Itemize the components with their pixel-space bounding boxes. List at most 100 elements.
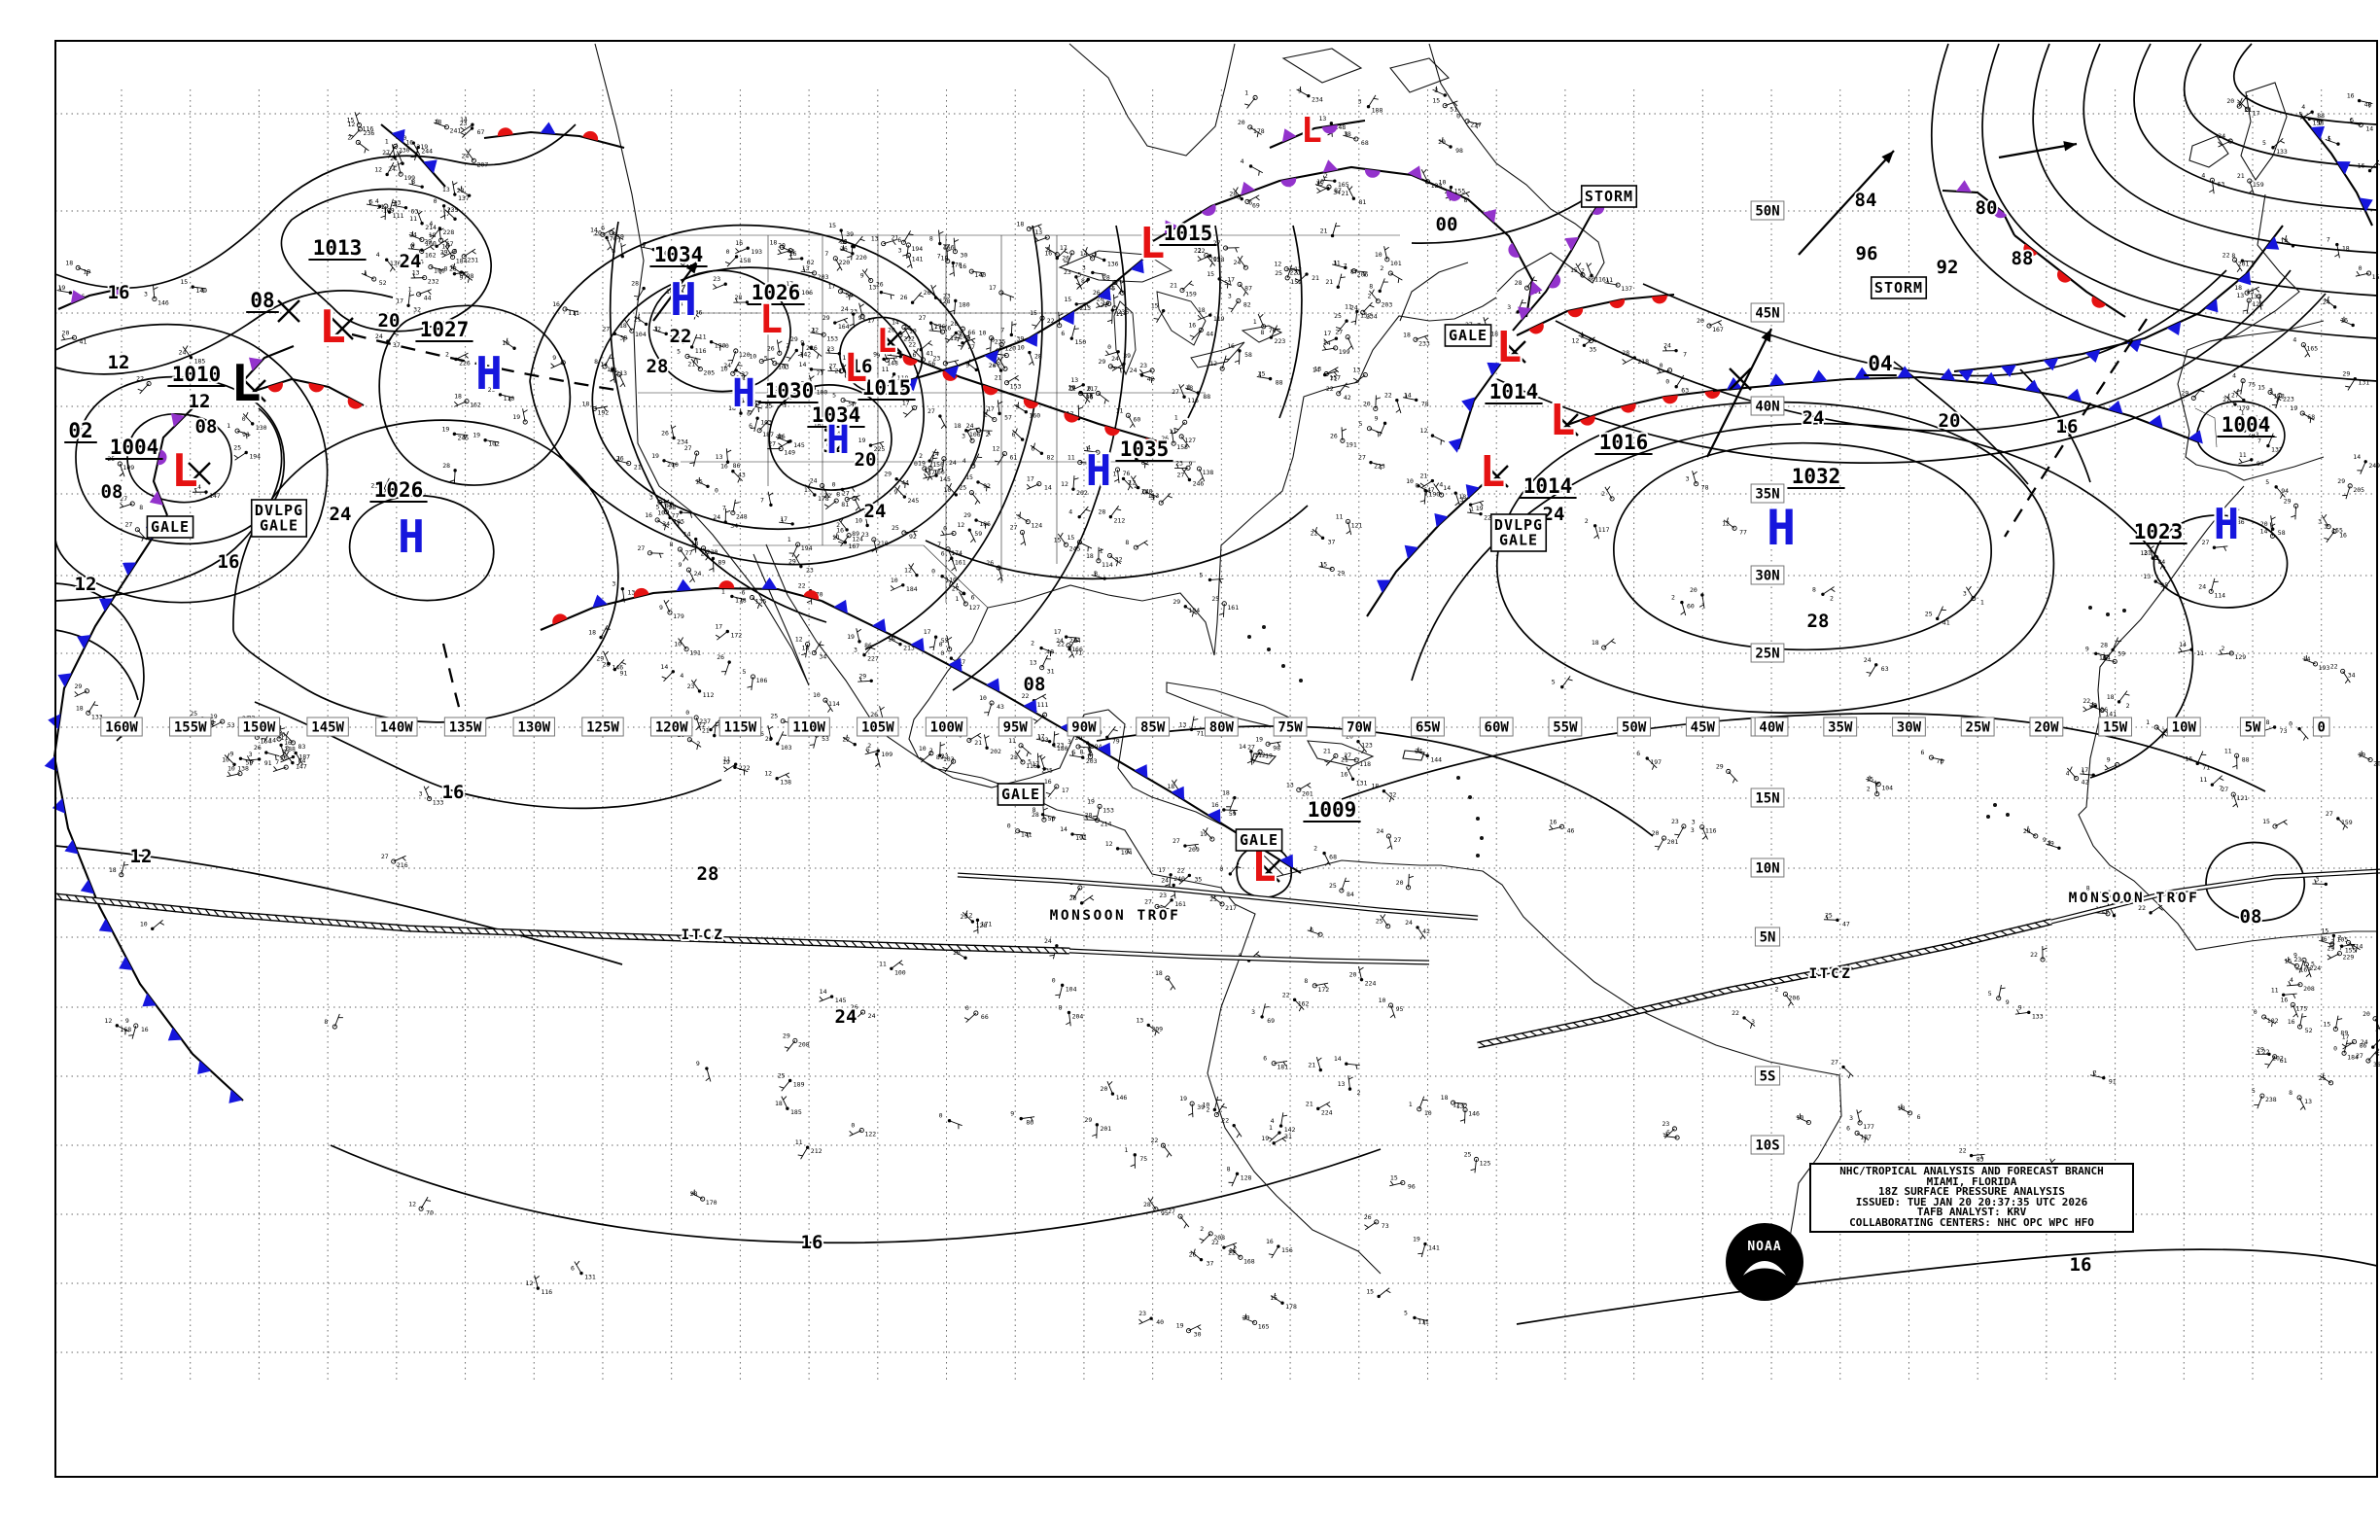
svg-text:20: 20 <box>2226 97 2234 105</box>
svg-text:206: 206 <box>1357 271 1369 279</box>
svg-text:174: 174 <box>951 549 962 557</box>
cold-front-triangle <box>2204 298 2219 313</box>
svg-text:6: 6 <box>897 236 901 244</box>
svg-text:234: 234 <box>1366 312 1378 320</box>
svg-text:22: 22 <box>1047 317 1055 325</box>
svg-text:102: 102 <box>2267 1017 2279 1025</box>
svg-text:111: 111 <box>393 212 404 220</box>
svg-text:24: 24 <box>1161 876 1169 884</box>
cold-front-triangle <box>77 635 91 649</box>
svg-text:6: 6 <box>747 409 751 417</box>
svg-text:155: 155 <box>2331 527 2343 535</box>
svg-text:42: 42 <box>1422 928 1430 935</box>
warm-front-semicircle <box>633 587 649 598</box>
cold-front-triangle <box>1564 236 1579 251</box>
svg-text:35: 35 <box>2160 581 2168 589</box>
svg-text:12: 12 <box>795 636 803 644</box>
svg-text:186: 186 <box>979 520 991 528</box>
warm-front-semicircle <box>1609 298 1626 309</box>
annotations-layer <box>188 141 2078 883</box>
svg-text:162: 162 <box>1298 999 1310 1007</box>
isobars-layer <box>54 43 2378 1325</box>
pressure-value-label: 1004 <box>110 436 159 459</box>
svg-text:13: 13 <box>1352 367 1360 374</box>
isobar-value-label: 28 <box>1807 611 1830 632</box>
svg-text:13: 13 <box>1179 720 1187 728</box>
svg-text:25: 25 <box>1825 911 1833 919</box>
latitude-label: 25N <box>1755 647 1779 662</box>
svg-text:24: 24 <box>1405 919 1413 927</box>
svg-text:17: 17 <box>396 297 403 304</box>
cold-front-triangle <box>676 578 692 592</box>
svg-text:18: 18 <box>1155 969 1163 977</box>
svg-text:6: 6 <box>941 549 945 557</box>
svg-text:24: 24 <box>949 459 957 467</box>
isobar-line <box>2032 43 2378 297</box>
svg-text:22: 22 <box>1959 1147 1967 1155</box>
svg-text:18: 18 <box>775 1100 783 1107</box>
svg-text:179: 179 <box>928 469 939 476</box>
svg-text:77: 77 <box>684 549 692 557</box>
svg-text:4: 4 <box>1271 1117 1275 1125</box>
svg-text:18: 18 <box>1441 1094 1449 1102</box>
svg-text:2: 2 <box>2221 645 2224 652</box>
lake-outline <box>1190 341 1245 368</box>
warm-front-semicircle <box>2023 243 2038 257</box>
svg-text:2: 2 <box>986 431 990 438</box>
svg-text:29: 29 <box>993 360 1000 368</box>
svg-text:217: 217 <box>1086 385 1098 393</box>
svg-text:162: 162 <box>425 252 437 260</box>
cold-front-triangle <box>2264 236 2280 250</box>
svg-text:0: 0 <box>2289 720 2292 728</box>
svg-text:87: 87 <box>1244 284 1252 292</box>
svg-text:228: 228 <box>443 228 455 236</box>
svg-text:124: 124 <box>1031 522 1042 530</box>
svg-text:6: 6 <box>1263 1055 1267 1063</box>
svg-text:26: 26 <box>1330 432 1338 439</box>
isobar-line <box>54 323 329 604</box>
svg-text:0: 0 <box>939 1112 943 1120</box>
svg-text:35: 35 <box>1194 875 1202 883</box>
svg-text:12: 12 <box>1294 265 1302 273</box>
svg-text:194: 194 <box>801 544 813 552</box>
svg-text:9: 9 <box>2107 756 2111 764</box>
svg-text:8: 8 <box>453 248 457 256</box>
svg-text:13: 13 <box>802 264 810 272</box>
svg-text:20: 20 <box>1349 971 1357 979</box>
svg-text:158: 158 <box>740 257 752 264</box>
svg-text:7: 7 <box>643 241 647 249</box>
svg-text:24: 24 <box>179 349 187 357</box>
svg-text:23: 23 <box>713 275 720 283</box>
svg-text:20: 20 <box>1101 1085 1108 1093</box>
isobar-value-label: 24 <box>835 1006 858 1028</box>
svg-text:17: 17 <box>1227 275 1235 283</box>
svg-text:37: 37 <box>393 341 401 349</box>
isobar-value-label: 16 <box>2056 416 2079 438</box>
svg-text:3: 3 <box>1434 87 1438 94</box>
svg-text:132: 132 <box>1456 1102 1468 1110</box>
svg-text:15: 15 <box>2321 927 2328 934</box>
svg-text:106: 106 <box>434 267 445 275</box>
svg-text:98: 98 <box>1455 147 1463 155</box>
svg-text:60: 60 <box>1133 415 1140 423</box>
svg-text:16: 16 <box>645 511 652 519</box>
svg-text:25: 25 <box>1464 1150 1472 1158</box>
svg-text:58: 58 <box>2278 529 2286 537</box>
svg-text:14: 14 <box>2179 641 2187 648</box>
svg-text:159: 159 <box>1185 291 1197 298</box>
svg-text:43: 43 <box>738 472 746 479</box>
svg-text:0: 0 <box>402 134 406 142</box>
svg-text:28: 28 <box>1032 811 1039 819</box>
warning-box <box>1489 513 1548 552</box>
svg-text:96: 96 <box>1408 1183 1416 1191</box>
svg-text:26: 26 <box>989 362 997 369</box>
svg-text:116: 116 <box>363 125 374 133</box>
longitude-label: 25W <box>1966 720 1991 736</box>
isobar-value-label: 28 <box>697 863 719 885</box>
svg-text:52: 52 <box>2305 1027 2313 1034</box>
low-pressure-center: L <box>1301 111 1322 151</box>
svg-text:19: 19 <box>512 413 520 421</box>
svg-text:178: 178 <box>1285 1303 1297 1311</box>
svg-text:2: 2 <box>836 521 840 529</box>
svg-text:5: 5 <box>420 259 424 266</box>
